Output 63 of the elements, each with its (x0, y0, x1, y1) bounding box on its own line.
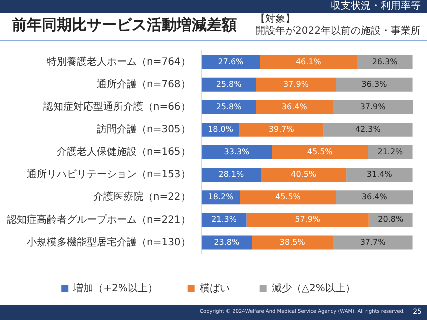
bar (336, 78, 413, 92)
bar (357, 55, 413, 70)
data-label: 31.4% (366, 170, 393, 180)
bar (240, 122, 324, 137)
data-label: 20.8% (378, 215, 404, 224)
bar (260, 55, 358, 70)
data-label: 42.3% (355, 125, 382, 134)
data-label: 57.9% (295, 215, 321, 224)
bar (252, 236, 334, 250)
chart-subtitle: 【対象】 (256, 14, 296, 25)
y-tick-label: 認知症高齢者グループホーム（n=221） (6, 214, 191, 226)
data-label: 37.7% (360, 238, 386, 247)
bar (272, 146, 368, 160)
chart-title: 前年同期比サービス活動増減差額 (12, 16, 237, 35)
legend-label: 横ばい (200, 282, 230, 295)
data-label: 25.8% (216, 80, 242, 89)
y-tick-label: 特別養護老人ホーム（n=764） (46, 56, 191, 68)
data-label: 26.3% (372, 57, 398, 66)
data-label: 39.7% (268, 125, 295, 134)
legend-label: 減少（△2%以上） (272, 282, 356, 295)
text: 開設年が2022年以前の施設・事業所 (256, 26, 421, 38)
bar (202, 146, 272, 160)
data-label: 21.2% (378, 148, 404, 157)
bar (202, 55, 260, 70)
bar (333, 236, 413, 250)
data-label: 46.1% (296, 57, 322, 66)
bar (256, 78, 336, 92)
bar (368, 146, 413, 160)
bar (246, 213, 369, 228)
data-label: 36.4% (282, 102, 308, 112)
data-label: 27.6% (218, 57, 244, 66)
data-label: 37.9% (284, 80, 310, 89)
bar (240, 190, 336, 205)
data-label: 45.5% (307, 148, 334, 157)
bar (256, 100, 334, 114)
bar (333, 100, 413, 114)
bar (336, 190, 413, 205)
y-tick-label: 訪問介護（n=305） (96, 124, 191, 136)
data-label: 18.2% (208, 192, 234, 202)
data-label: 23.8% (214, 238, 240, 247)
legend-label: 増加（+2%以上） (72, 282, 158, 295)
data-label: 28.1% (218, 170, 245, 180)
y-tick-label: 小規模多機能型居宅介護（n=130） (26, 236, 191, 248)
data-label: 36.4% (362, 192, 388, 202)
data-label: 37.9% (360, 102, 386, 112)
y-tick-label: 通所リハビリテーション（n=153） (26, 168, 191, 181)
bar (261, 168, 347, 182)
y-tick-label: 通所介護（n=768） (96, 78, 191, 90)
y-tick-label: 介護老人保健施設（n=165） (56, 146, 191, 158)
data-label: 40.5% (291, 170, 317, 180)
bar (346, 168, 413, 182)
data-label: 21.3% (212, 215, 238, 224)
bar (324, 122, 413, 137)
y-tick-label: 認知症対応型通所介護（n=66） (43, 100, 191, 113)
data-label: 45.5% (275, 192, 302, 202)
text: 収支状況・利用率等 (331, 0, 421, 13)
data-label: 18.0% (208, 125, 234, 134)
data-label: 33.3% (224, 148, 250, 157)
y-tick-label: 介護医療院（n=22） (93, 191, 191, 204)
data-label: 38.5% (280, 238, 306, 247)
data-label: 36.3% (362, 80, 388, 89)
data-label: 25.8% (216, 102, 242, 112)
bar (202, 168, 262, 182)
